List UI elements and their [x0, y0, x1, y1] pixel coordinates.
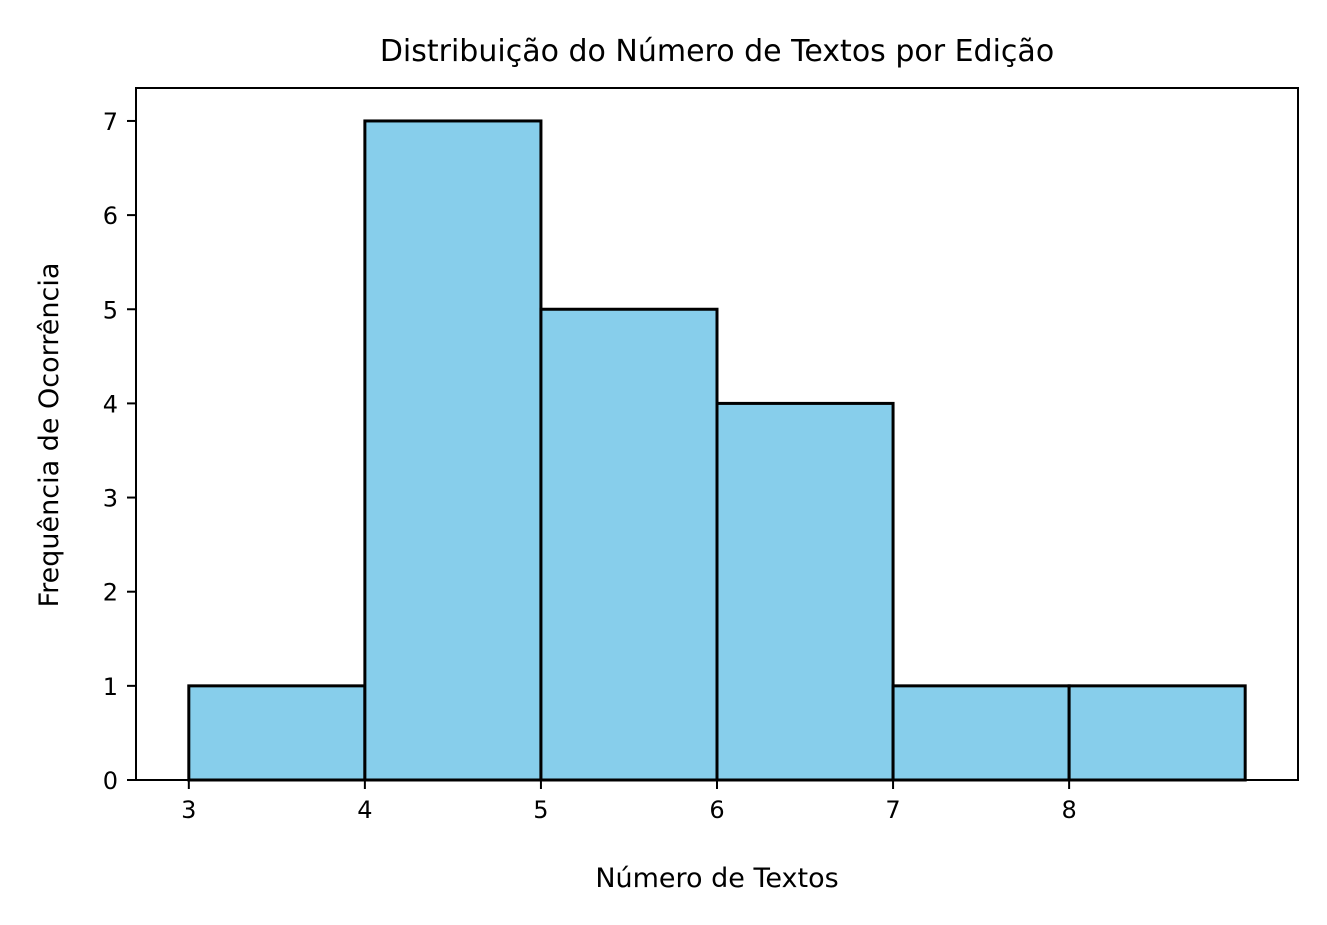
y-tick-label: 3: [103, 485, 118, 513]
y-axis-label: Frequência de Ocorrência: [34, 263, 65, 608]
chart-title: Distribuição do Número de Textos por Edi…: [380, 34, 1054, 69]
histogram-bar-8-9: [1067, 684, 1247, 782]
y-tick-label: 2: [103, 579, 118, 607]
x-tick-label: 3: [181, 796, 196, 824]
y-tick-label: 5: [103, 296, 118, 324]
histogram-bar-6-7: [715, 401, 895, 782]
x-tick-label: 8: [1061, 796, 1076, 824]
histogram-bar-3-4: [187, 684, 367, 782]
x-tick-label: 5: [533, 796, 548, 824]
bars-group: [187, 119, 1247, 782]
x-tick-label: 6: [709, 796, 724, 824]
y-tick-label: 0: [103, 767, 118, 795]
x-tick-label: 4: [357, 796, 372, 824]
histogram-bar-4-5: [363, 119, 543, 782]
y-tick-label: 7: [103, 108, 118, 136]
x-axis-label: Número de Textos: [595, 863, 838, 894]
ticks-group: 3 4 5 6 7 8 0 1 2 3 4 5 6 7: [103, 108, 1077, 824]
y-tick-label: 4: [103, 390, 118, 418]
histogram-bar-7-8: [891, 684, 1071, 782]
x-tick-label: 7: [885, 796, 900, 824]
y-tick-label: 1: [103, 673, 118, 701]
plot-frame: [135, 87, 1299, 781]
histogram-bar-5-6: [539, 307, 719, 782]
y-tick-label: 6: [103, 202, 118, 230]
